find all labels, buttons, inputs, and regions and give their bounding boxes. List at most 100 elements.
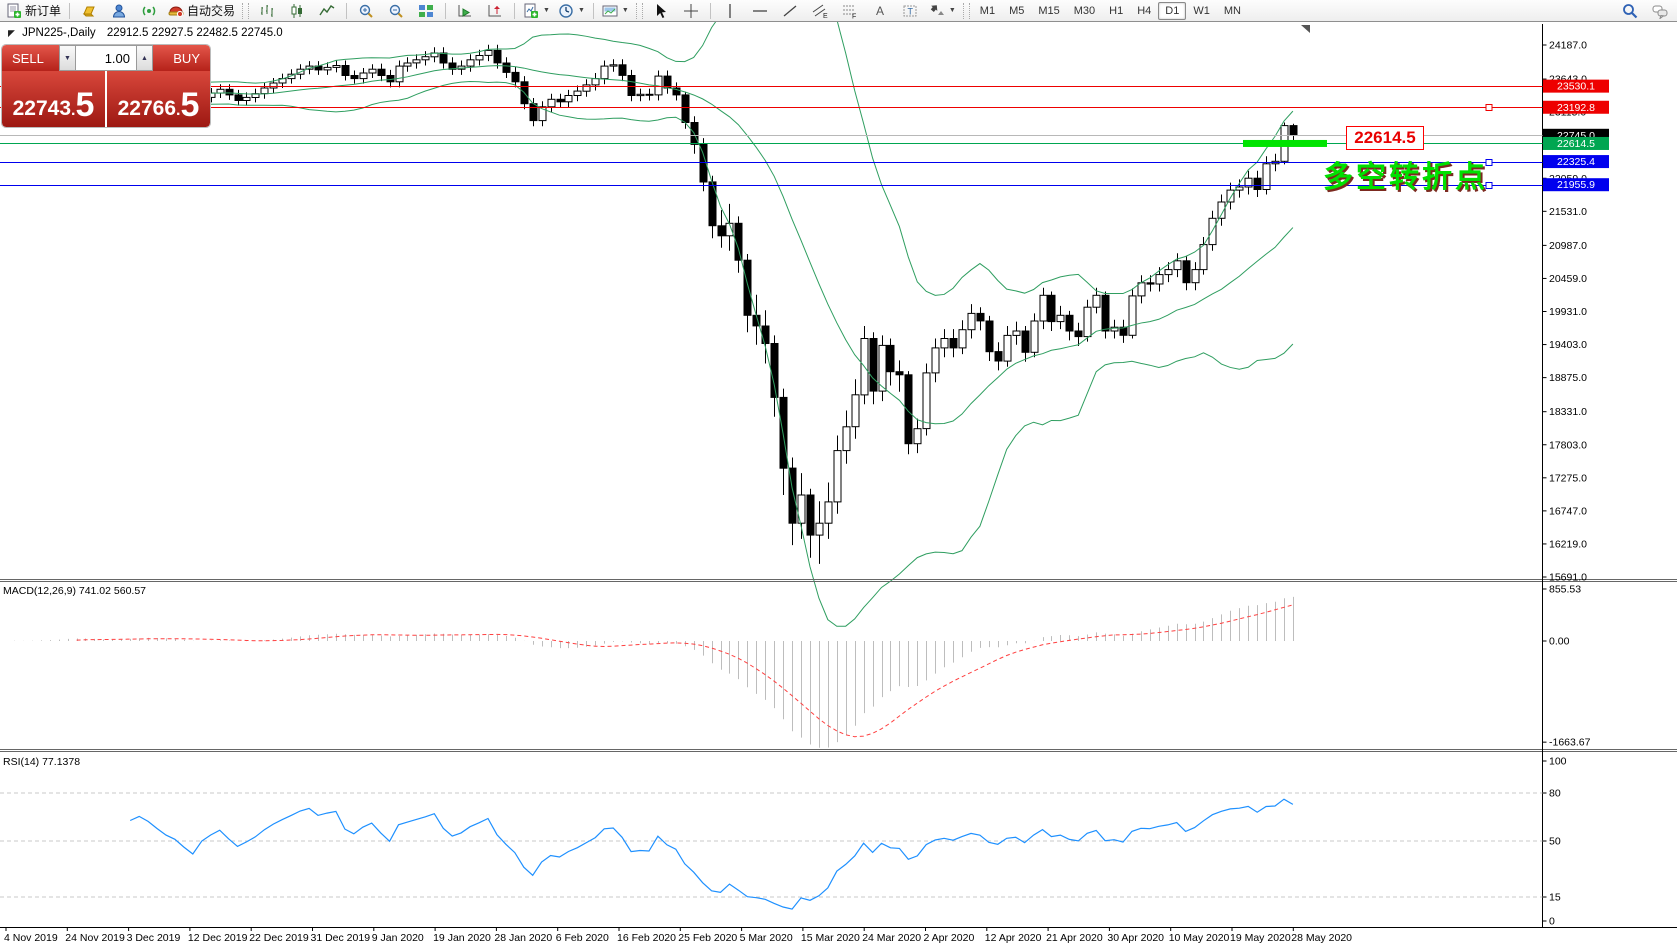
svg-text:15: 15 <box>1549 892 1561 904</box>
crosshair-button[interactable] <box>676 0 706 22</box>
buy-label: BUY <box>173 50 200 66</box>
turning-point-annotation[interactable]: 多空转折点 <box>1323 161 1488 194</box>
price-levels[interactable] <box>0 86 1543 189</box>
svg-text:18875.0: 18875.0 <box>1549 372 1587 384</box>
buy-price-button[interactable]: 22766. 5 <box>107 71 210 127</box>
signals-icon <box>141 3 157 19</box>
volume-input[interactable]: 1.00 <box>76 45 136 71</box>
svg-text:3 Dec 2019: 3 Dec 2019 <box>127 932 181 944</box>
zoom-in-button[interactable] <box>351 0 381 22</box>
highlight-segment[interactable] <box>1243 139 1327 147</box>
search-button[interactable] <box>1615 0 1645 22</box>
chart-shift-icon <box>487 3 503 19</box>
text-label-button[interactable]: T <box>895 0 925 22</box>
templates-dropdown[interactable]: ▼ <box>598 0 633 22</box>
line-chart-button[interactable] <box>312 0 342 22</box>
timeframe-m5-button[interactable]: M5 <box>1009 4 1025 17</box>
toolbar-separator <box>445 2 447 19</box>
svg-text:0: 0 <box>1549 916 1555 928</box>
svg-text:100: 100 <box>1549 756 1567 768</box>
bollinger-bands <box>4 0 1294 627</box>
tile-windows-button[interactable] <box>411 0 441 22</box>
zoom-out-button[interactable] <box>381 0 411 22</box>
svg-text:0.00: 0.00 <box>1549 636 1570 648</box>
volume-decrease-button[interactable]: ▼ <box>59 45 76 71</box>
timeframe-h4-button[interactable]: H4 <box>1137 4 1152 17</box>
svg-text:-1663.67: -1663.67 <box>1549 737 1591 749</box>
zoom-out-icon <box>388 3 404 19</box>
candlestick-chart-button[interactable] <box>282 0 312 22</box>
buy-price-main: 22766 <box>117 97 177 120</box>
timeframe-h1-button[interactable]: H1 <box>1109 4 1124 17</box>
level-handle <box>1485 104 1493 111</box>
bollinger-middle <box>4 65 1294 425</box>
sell-price-button[interactable]: 22743. 5 <box>2 71 105 127</box>
search-icon <box>1622 3 1638 19</box>
timeframe-d1-button[interactable]: D1 <box>1158 1 1187 20</box>
market-button[interactable] <box>74 0 104 22</box>
timeframe-w1-button[interactable]: W1 <box>1193 4 1210 17</box>
toolbar-separator <box>592 2 594 19</box>
price-axis[interactable]: 24187.023643.023115.022587.022059.021531… <box>1542 40 1591 928</box>
periods-clock-icon <box>558 3 574 19</box>
chevron-down-icon: ▼ <box>621 7 629 14</box>
bar-chart-button[interactable] <box>252 0 282 22</box>
svg-text:17275.0: 17275.0 <box>1549 472 1587 484</box>
bar-chart-icon <box>259 3 275 19</box>
volume-increase-button[interactable]: ▲ <box>136 45 153 71</box>
timeframe-mn-button[interactable]: MN <box>1223 4 1241 17</box>
horizontal-line-button[interactable] <box>745 0 775 22</box>
vertical-line-button[interactable] <box>715 0 745 22</box>
new-order-button[interactable]: 新订单 <box>2 0 65 22</box>
horizontal-line-icon <box>752 3 768 19</box>
chat-icon <box>1652 3 1668 19</box>
signals-button[interactable] <box>134 0 164 22</box>
svg-text:20987.0: 20987.0 <box>1549 240 1587 252</box>
shapes-dropdown[interactable]: ▼ <box>925 0 960 22</box>
svg-text:19 Jan 2020: 19 Jan 2020 <box>433 932 491 944</box>
timeframe-m1-button[interactable]: M1 <box>979 4 996 17</box>
timeframe-m30-button[interactable]: M30 <box>1073 4 1096 17</box>
svg-text:16 Feb 2020: 16 Feb 2020 <box>617 932 676 944</box>
level-handle <box>1485 182 1493 189</box>
chart-header: ◤ JPN225-,Daily 22912.5 22927.5 22482.5 … <box>8 27 283 39</box>
trendline-icon <box>782 3 798 19</box>
auto-scroll-button[interactable] <box>450 0 480 22</box>
svg-text:23530.1: 23530.1 <box>1557 81 1595 93</box>
svg-text:9 Jan 2020: 9 Jan 2020 <box>372 932 424 944</box>
time-axis[interactable]: 4 Nov 2019 24 Nov 2019 3 Dec 2019 12 Dec 20… <box>4 927 1352 944</box>
periods-dropdown[interactable]: ▼ <box>554 0 589 22</box>
text-label-icon: T <box>902 3 918 19</box>
sell-button[interactable]: SELL <box>2 45 59 71</box>
new-chart-dropdown[interactable]: ▼ <box>519 0 554 22</box>
svg-text:16219.0: 16219.0 <box>1549 538 1587 550</box>
svg-text:T: T <box>907 6 913 16</box>
shapes-icon <box>929 3 945 19</box>
cursor-icon <box>653 3 669 19</box>
auto-scroll-icon <box>457 3 473 19</box>
chat-button[interactable] <box>1645 0 1675 22</box>
line-chart-icon <box>319 3 335 19</box>
timeframe-m15-button[interactable]: M15 <box>1038 4 1060 17</box>
svg-text:28 May 2020: 28 May 2020 <box>1291 932 1352 944</box>
cursor-button[interactable] <box>646 0 676 22</box>
price-callout-box[interactable]: 22614.5 <box>1346 126 1424 150</box>
fibonacci-button[interactable]: F <box>835 0 865 22</box>
chart-shift-button[interactable] <box>480 0 510 22</box>
buy-button[interactable]: BUY <box>153 45 210 71</box>
text-button[interactable]: A <box>865 0 895 22</box>
channel-button[interactable]: E <box>805 0 835 22</box>
rsi-indicator <box>0 792 1543 910</box>
chart-ohlc-values: 22912.5 22927.5 22482.5 22745.0 <box>106 27 283 39</box>
autotrading-button[interactable]: 自动交易 <box>164 0 239 22</box>
chevron-down-icon: ▼ <box>577 7 585 14</box>
svg-text:A: A <box>876 4 884 18</box>
text-icon: A <box>872 3 888 19</box>
trendline-button[interactable] <box>775 0 805 22</box>
svg-text:18331.0: 18331.0 <box>1549 406 1587 418</box>
level-handle <box>1485 159 1493 166</box>
community-button[interactable] <box>104 0 134 22</box>
svg-text:31 Dec 2019: 31 Dec 2019 <box>311 932 371 944</box>
